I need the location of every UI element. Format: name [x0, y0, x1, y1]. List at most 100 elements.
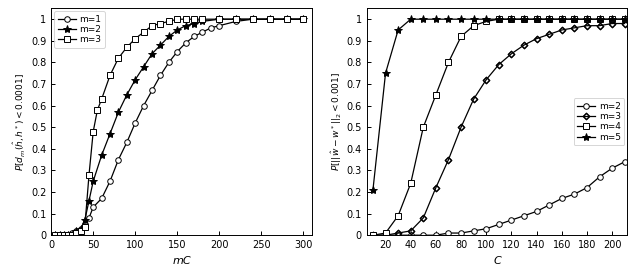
m=2	[407, 234, 415, 237]
m=5	[394, 28, 402, 32]
m=3	[173, 18, 181, 21]
m=1	[131, 121, 139, 125]
m=3	[608, 22, 616, 25]
m=3	[182, 18, 189, 21]
Line: m=2: m=2	[370, 159, 627, 238]
m=2	[64, 234, 72, 237]
m=3	[508, 52, 515, 55]
m=4	[369, 234, 377, 237]
m=5	[608, 18, 616, 21]
m=1	[140, 104, 147, 107]
m=1	[60, 234, 68, 237]
m=4	[432, 93, 440, 97]
m=3	[407, 229, 415, 233]
m=5	[520, 18, 528, 21]
m=5	[621, 18, 628, 21]
Y-axis label: $P[||\hat{w} - w^*||_2 < 0.001]$: $P[||\hat{w} - w^*||_2 < 0.001]$	[329, 72, 344, 171]
m=3	[85, 173, 93, 176]
m=3	[77, 229, 84, 233]
m=3	[190, 18, 198, 21]
m=1	[81, 223, 89, 226]
m=1	[165, 61, 173, 64]
m=4	[394, 214, 402, 218]
m=3	[621, 22, 628, 25]
m=4	[621, 18, 628, 21]
m=4	[608, 18, 616, 21]
m=1	[283, 18, 291, 21]
m=2	[173, 28, 181, 32]
m=3	[68, 234, 76, 237]
m=4	[508, 18, 515, 21]
m=3	[558, 28, 566, 32]
m=4	[470, 24, 477, 27]
m=3	[131, 37, 139, 40]
m=5	[432, 18, 440, 21]
m=2	[90, 179, 97, 183]
m=5	[419, 18, 427, 21]
m=1	[64, 234, 72, 237]
m=5	[558, 18, 566, 21]
m=3	[165, 20, 173, 23]
m=3	[369, 234, 377, 237]
m=3	[570, 26, 578, 29]
m=4	[381, 231, 389, 235]
m=3	[300, 18, 307, 21]
m=3	[545, 33, 553, 36]
m=5	[457, 18, 465, 21]
m=2	[249, 18, 257, 21]
m=4	[407, 182, 415, 185]
m=1	[173, 50, 181, 53]
m=2	[165, 35, 173, 38]
X-axis label: C: C	[493, 256, 501, 266]
m=2	[483, 227, 490, 230]
m=2	[72, 229, 80, 233]
m=2	[98, 154, 106, 157]
m=2	[131, 78, 139, 81]
m=3	[81, 225, 89, 228]
m=3	[445, 158, 452, 161]
m=3	[148, 24, 156, 27]
Legend: m=1, m=2, m=3: m=1, m=2, m=3	[54, 11, 105, 48]
m=3	[470, 97, 477, 101]
m=4	[483, 20, 490, 23]
m=2	[508, 218, 515, 222]
m=2	[77, 227, 84, 230]
m=3	[532, 37, 540, 40]
m=2	[198, 20, 206, 23]
Y-axis label: $P[d_m(\hat{h}, h^*) < 0.0001]$: $P[d_m(\hat{h}, h^*) < 0.0001]$	[12, 73, 28, 171]
m=1	[157, 74, 164, 77]
m=4	[419, 125, 427, 129]
m=4	[583, 18, 591, 21]
m=3	[216, 18, 223, 21]
m=1	[232, 20, 240, 23]
m=5	[407, 18, 415, 21]
m=4	[596, 18, 604, 21]
m=3	[52, 234, 60, 237]
m=1	[56, 234, 63, 237]
m=5	[545, 18, 553, 21]
m=2	[381, 234, 389, 237]
m=2	[123, 93, 131, 97]
m=4	[520, 18, 528, 21]
m=4	[457, 35, 465, 38]
Line: m=5: m=5	[369, 15, 629, 194]
m=3	[520, 43, 528, 47]
m=3	[56, 234, 63, 237]
m=2	[394, 234, 402, 237]
m=4	[445, 61, 452, 64]
m=2	[52, 234, 60, 237]
m=2	[570, 192, 578, 196]
m=1	[148, 89, 156, 92]
m=1	[182, 41, 189, 45]
m=3	[98, 97, 106, 101]
m=4	[570, 18, 578, 21]
m=1	[300, 18, 307, 21]
m=5	[583, 18, 591, 21]
m=2	[283, 18, 291, 21]
m=3	[60, 234, 68, 237]
m=2	[532, 210, 540, 213]
m=3	[266, 18, 273, 21]
m=1	[52, 234, 60, 237]
m=3	[432, 186, 440, 189]
m=3	[419, 216, 427, 220]
